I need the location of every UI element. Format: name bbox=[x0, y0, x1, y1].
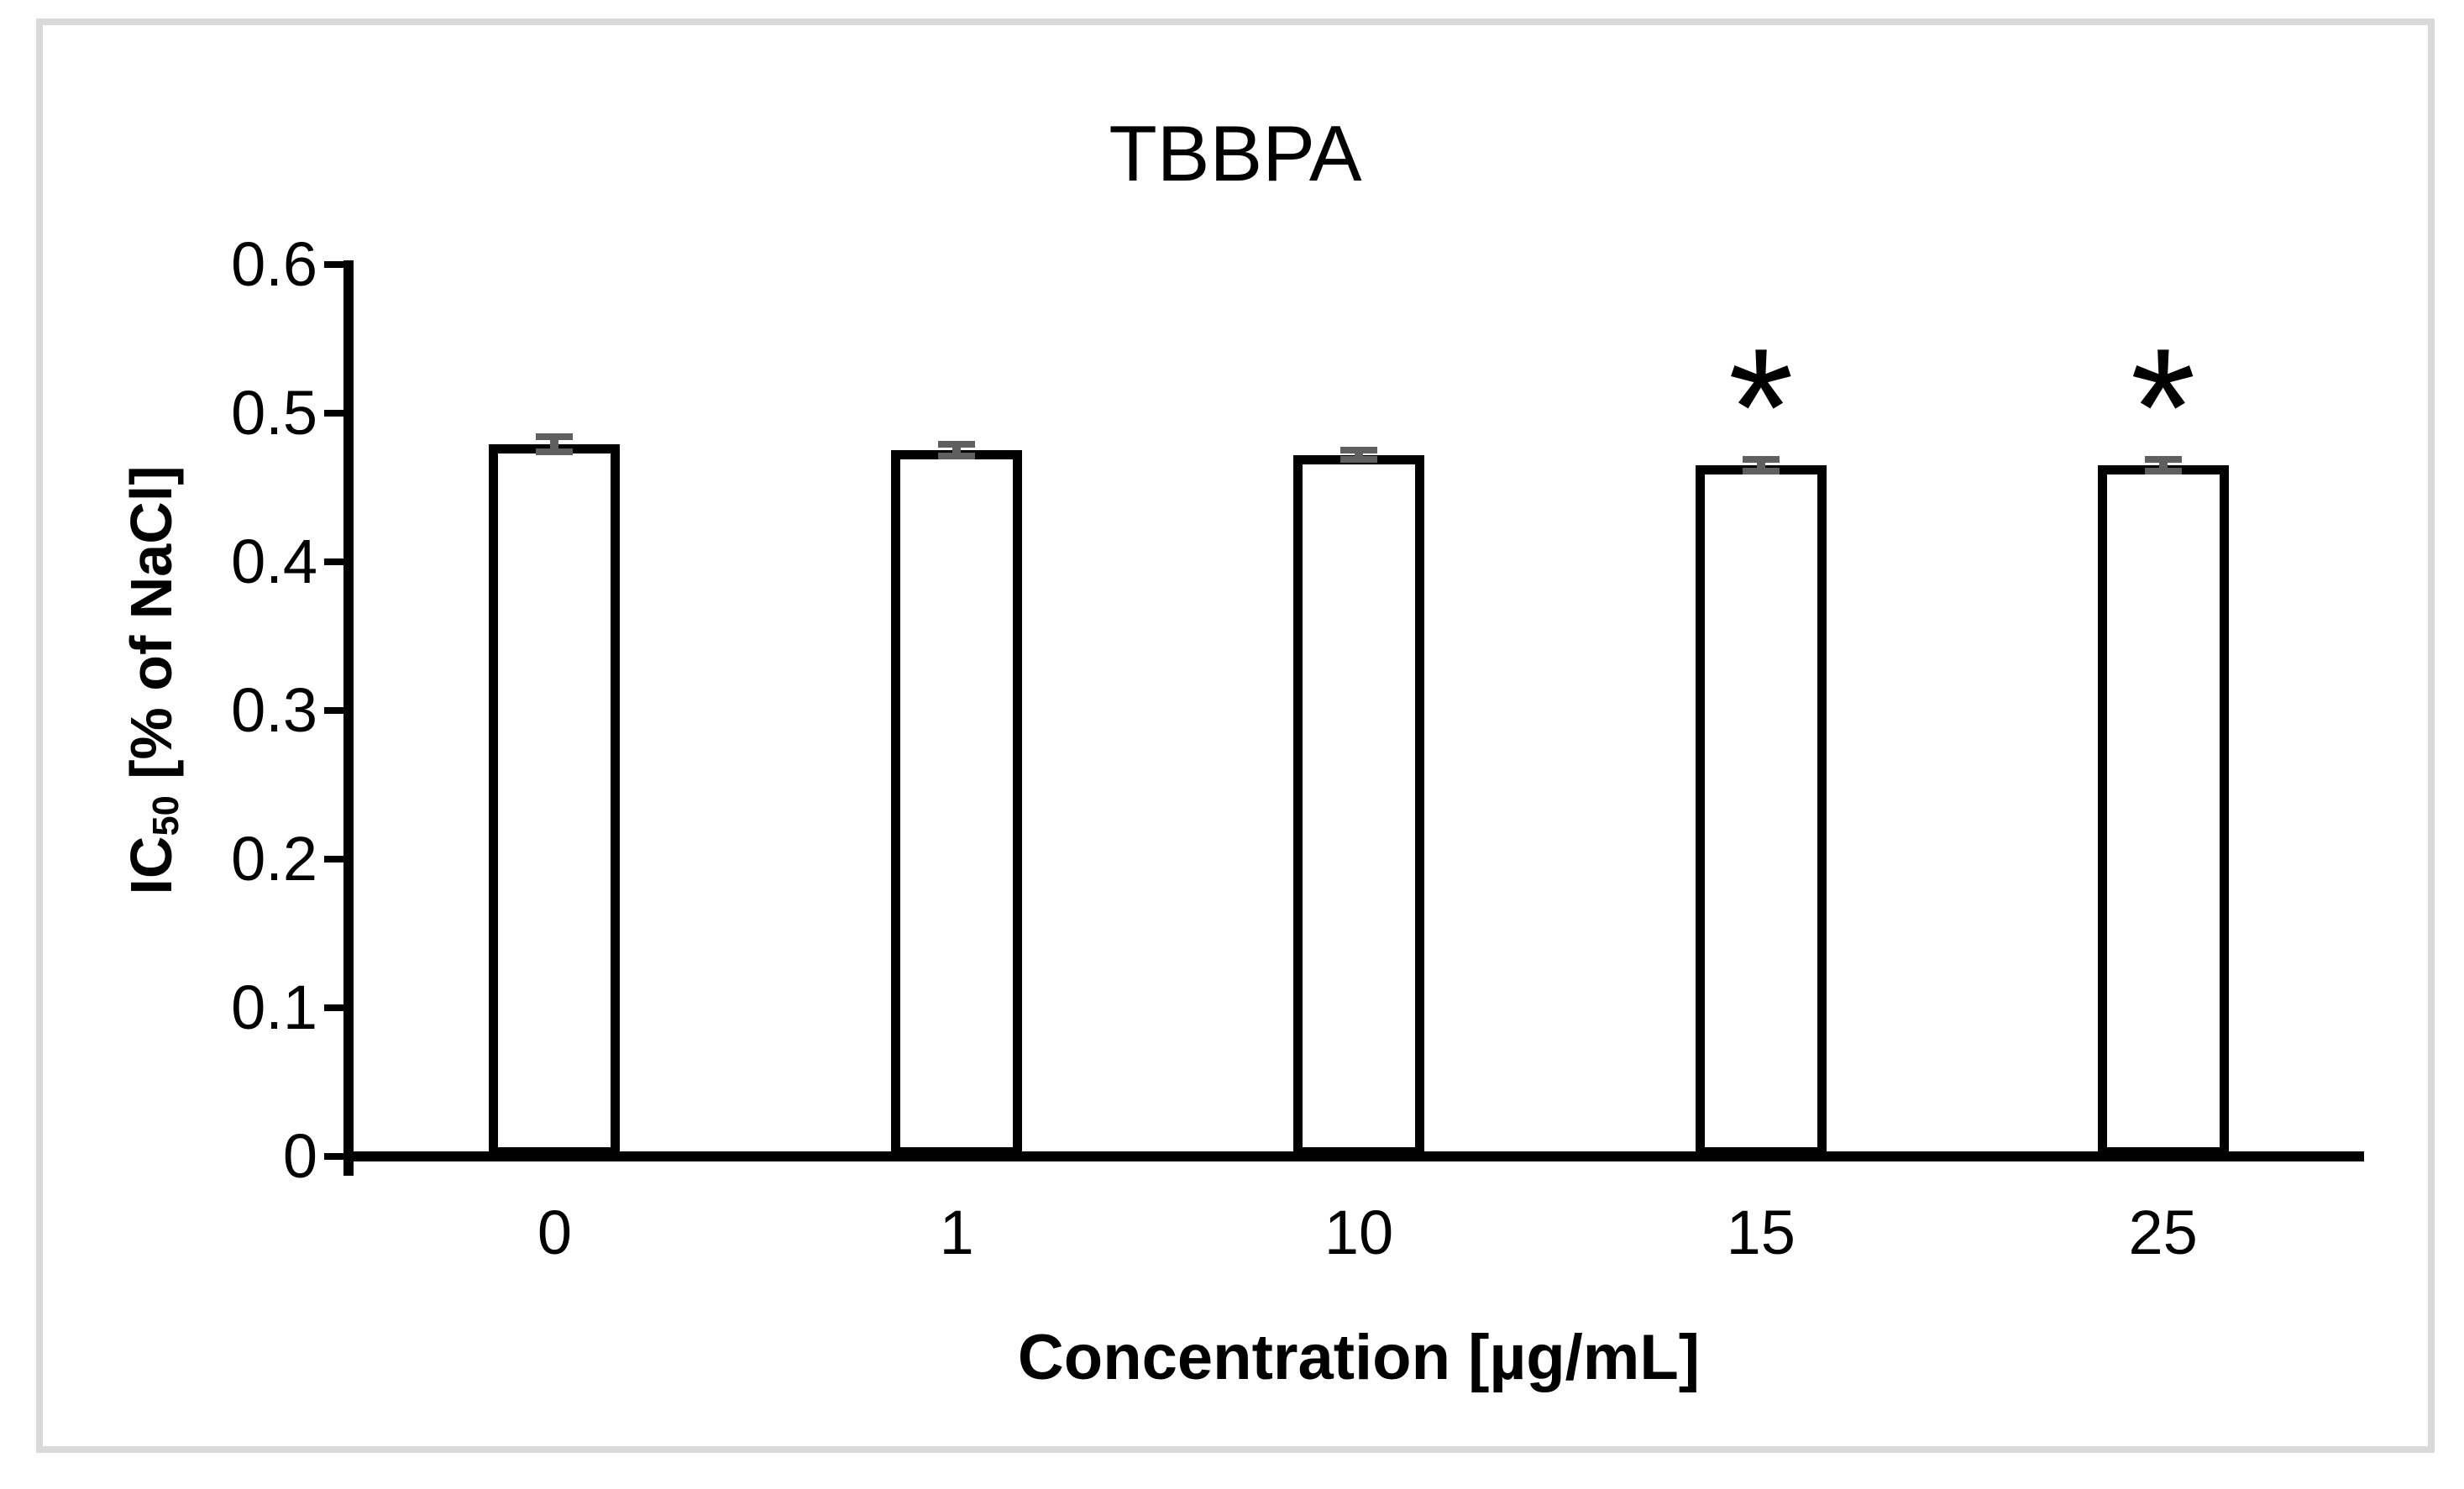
y-tick-mark bbox=[324, 410, 346, 417]
y-tick-label: 0.5 bbox=[231, 378, 317, 448]
x-category-label: 10 bbox=[1324, 1198, 1394, 1267]
error-bar bbox=[1742, 455, 1780, 475]
significance-asterisk: * bbox=[1727, 313, 1794, 501]
bar bbox=[1293, 454, 1424, 1156]
x-axis-title: Concentration [µg/mL] bbox=[1017, 1322, 1701, 1393]
chart-frame-border bbox=[36, 18, 2435, 1453]
bar bbox=[891, 450, 1023, 1156]
error-bar-stem bbox=[1756, 455, 1765, 475]
error-bar bbox=[2144, 455, 2182, 475]
error-bar-stem bbox=[1355, 447, 1363, 463]
y-tick-label: 0.3 bbox=[231, 675, 317, 745]
y-tick-label: 0.2 bbox=[231, 824, 317, 894]
x-category-label: 1 bbox=[939, 1198, 974, 1267]
y-tick-mark bbox=[324, 1153, 346, 1160]
y-tick-mark bbox=[324, 1004, 346, 1011]
x-axis-line bbox=[343, 1151, 2364, 1161]
error-bar bbox=[1340, 447, 1377, 463]
chart-title: TBBPA bbox=[1109, 109, 1362, 197]
error-bar-stem bbox=[2158, 455, 2168, 475]
error-bar-stem bbox=[952, 441, 962, 460]
y-axis-line bbox=[343, 260, 354, 1176]
y-tick-label: 0.4 bbox=[231, 527, 317, 596]
significance-asterisk: * bbox=[2130, 313, 2196, 501]
bar bbox=[1695, 464, 1827, 1156]
error-bar bbox=[938, 441, 976, 460]
x-category-label: 25 bbox=[2128, 1198, 2198, 1267]
y-tick-mark bbox=[324, 707, 346, 714]
y-tick-mark bbox=[324, 856, 346, 862]
error-bar bbox=[536, 433, 574, 455]
y-tick-mark bbox=[324, 558, 346, 565]
y-tick-mark bbox=[324, 261, 346, 268]
y-tick-label: 0.6 bbox=[231, 229, 317, 299]
y-tick-label: 0.1 bbox=[231, 973, 317, 1042]
x-category-label: 15 bbox=[1726, 1198, 1796, 1267]
bar bbox=[2097, 464, 2229, 1156]
bar bbox=[489, 444, 621, 1156]
y-tick-label: 0 bbox=[282, 1121, 317, 1191]
error-bar-stem bbox=[550, 433, 559, 455]
x-category-label: 0 bbox=[537, 1198, 572, 1267]
